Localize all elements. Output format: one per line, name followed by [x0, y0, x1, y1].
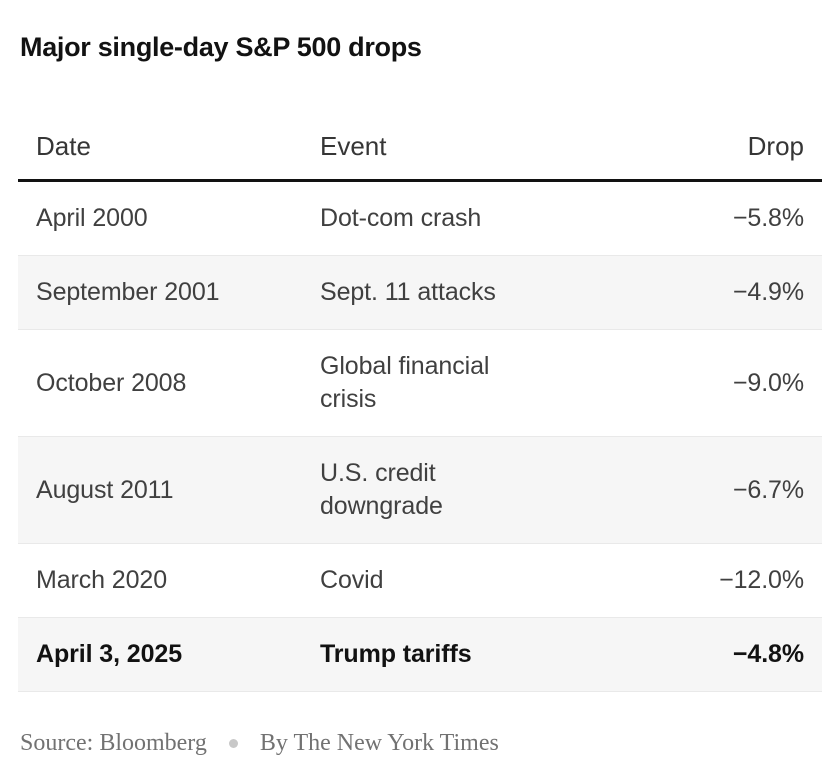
- table-row: September 2001 Sept. 11 attacks −4.9%: [18, 255, 822, 330]
- event-cell: Covid: [320, 566, 384, 594]
- table-row: March 2020 Covid −12.0%: [18, 544, 822, 618]
- table-row-highlighted: April 3, 2025 Trump tariffs −4.8%: [18, 617, 822, 692]
- chart-title: Major single-day S&P 500 drops: [20, 32, 422, 62]
- column-header-date: Date: [18, 116, 302, 182]
- source-label: Source: Bloomberg: [20, 730, 207, 756]
- table-header-row: Date Event Drop: [18, 116, 822, 182]
- event-cell: U.S. credit downgrade: [320, 459, 443, 520]
- date-cell: August 2011: [36, 475, 174, 504]
- event-cell: Trump tariffs: [320, 640, 472, 668]
- date-cell: March 2020: [36, 566, 168, 594]
- column-header-event: Event: [302, 116, 538, 182]
- drop-cell: −12.0%: [719, 566, 804, 594]
- column-header-drop: Drop: [538, 116, 822, 182]
- drop-cell: −4.8%: [732, 640, 804, 668]
- byline: By The New York Times: [259, 730, 499, 756]
- drop-cell: −5.8%: [732, 204, 804, 232]
- drop-cell: −4.9%: [732, 278, 804, 306]
- event-cell: Sept. 11 attacks: [320, 278, 496, 306]
- date-cell: April 3, 2025: [36, 640, 183, 668]
- event-cell: Global financial crisis: [320, 352, 490, 413]
- event-cell: Dot-com crash: [320, 204, 482, 232]
- date-cell: September 2001: [36, 278, 220, 306]
- date-cell: October 2008: [36, 368, 187, 397]
- drop-cell: −9.0%: [732, 368, 804, 397]
- table-row: August 2011 U.S. credit downgrade −6.7%: [18, 436, 822, 544]
- table-row: October 2008 Global financial crisis −9.…: [18, 330, 822, 437]
- date-cell: April 2000: [36, 204, 148, 232]
- separator-dot-icon: [228, 739, 238, 748]
- drops-table: Date Event Drop April 2000 Dot-com crash…: [18, 116, 822, 692]
- table-row: April 2000 Dot-com crash −5.8%: [18, 181, 822, 256]
- drop-cell: −6.7%: [732, 475, 804, 504]
- attribution-line: Source: Bloomberg By The New York Times: [20, 730, 820, 757]
